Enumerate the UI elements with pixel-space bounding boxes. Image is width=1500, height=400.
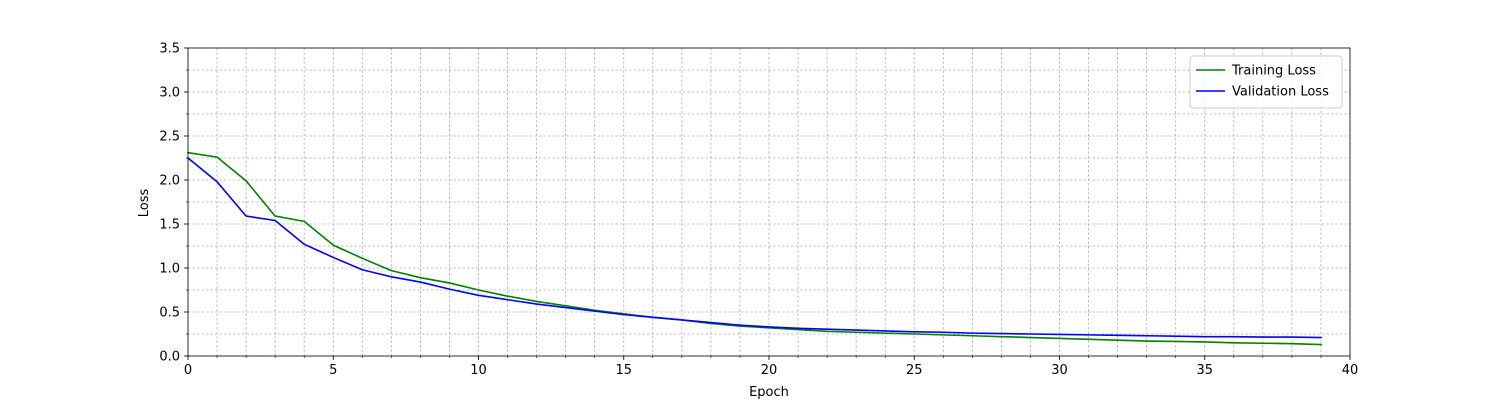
y-tick-label: 1.0 xyxy=(159,262,180,277)
legend: Training Loss Validation Loss xyxy=(1189,55,1343,109)
x-tick-label: 15 xyxy=(615,363,632,378)
y-tick-label: 3.0 xyxy=(159,86,180,101)
x-tick-label: 30 xyxy=(1051,363,1068,378)
x-tick-label: 0 xyxy=(184,363,192,378)
y-tick-label: 2.0 xyxy=(159,174,180,189)
ticks: 0 5 10 15 20 25 30 35 40 0.0 0.5 1.0 1.5 2.0 2.5 3.0 3.5 xyxy=(159,42,1358,379)
series-line-training xyxy=(187,151,1322,346)
series-lines xyxy=(186,151,1322,346)
y-tick-label: 0.0 xyxy=(159,350,180,365)
grid xyxy=(187,47,1351,357)
y-tick-label: 2.5 xyxy=(159,130,180,145)
x-tick-label: 35 xyxy=(1196,363,1213,378)
x-axis-label: Epoch xyxy=(749,385,789,400)
x-tick-label: 10 xyxy=(470,363,487,378)
legend-label: Validation Loss xyxy=(1232,85,1329,100)
x-tick-label: 25 xyxy=(906,363,923,378)
y-tick-label: 3.5 xyxy=(159,42,180,57)
x-tick-label: 5 xyxy=(329,363,337,378)
x-tick-label: 40 xyxy=(1342,363,1359,378)
y-tick-label: 0.5 xyxy=(159,306,180,321)
y-tick-label: 1.5 xyxy=(159,218,180,233)
series-line-validation xyxy=(186,156,1322,339)
x-tick-label: 20 xyxy=(761,363,778,378)
legend-box xyxy=(1189,55,1343,109)
y-axis-label: Loss xyxy=(137,189,152,218)
legend-label: Training Loss xyxy=(1231,64,1316,79)
